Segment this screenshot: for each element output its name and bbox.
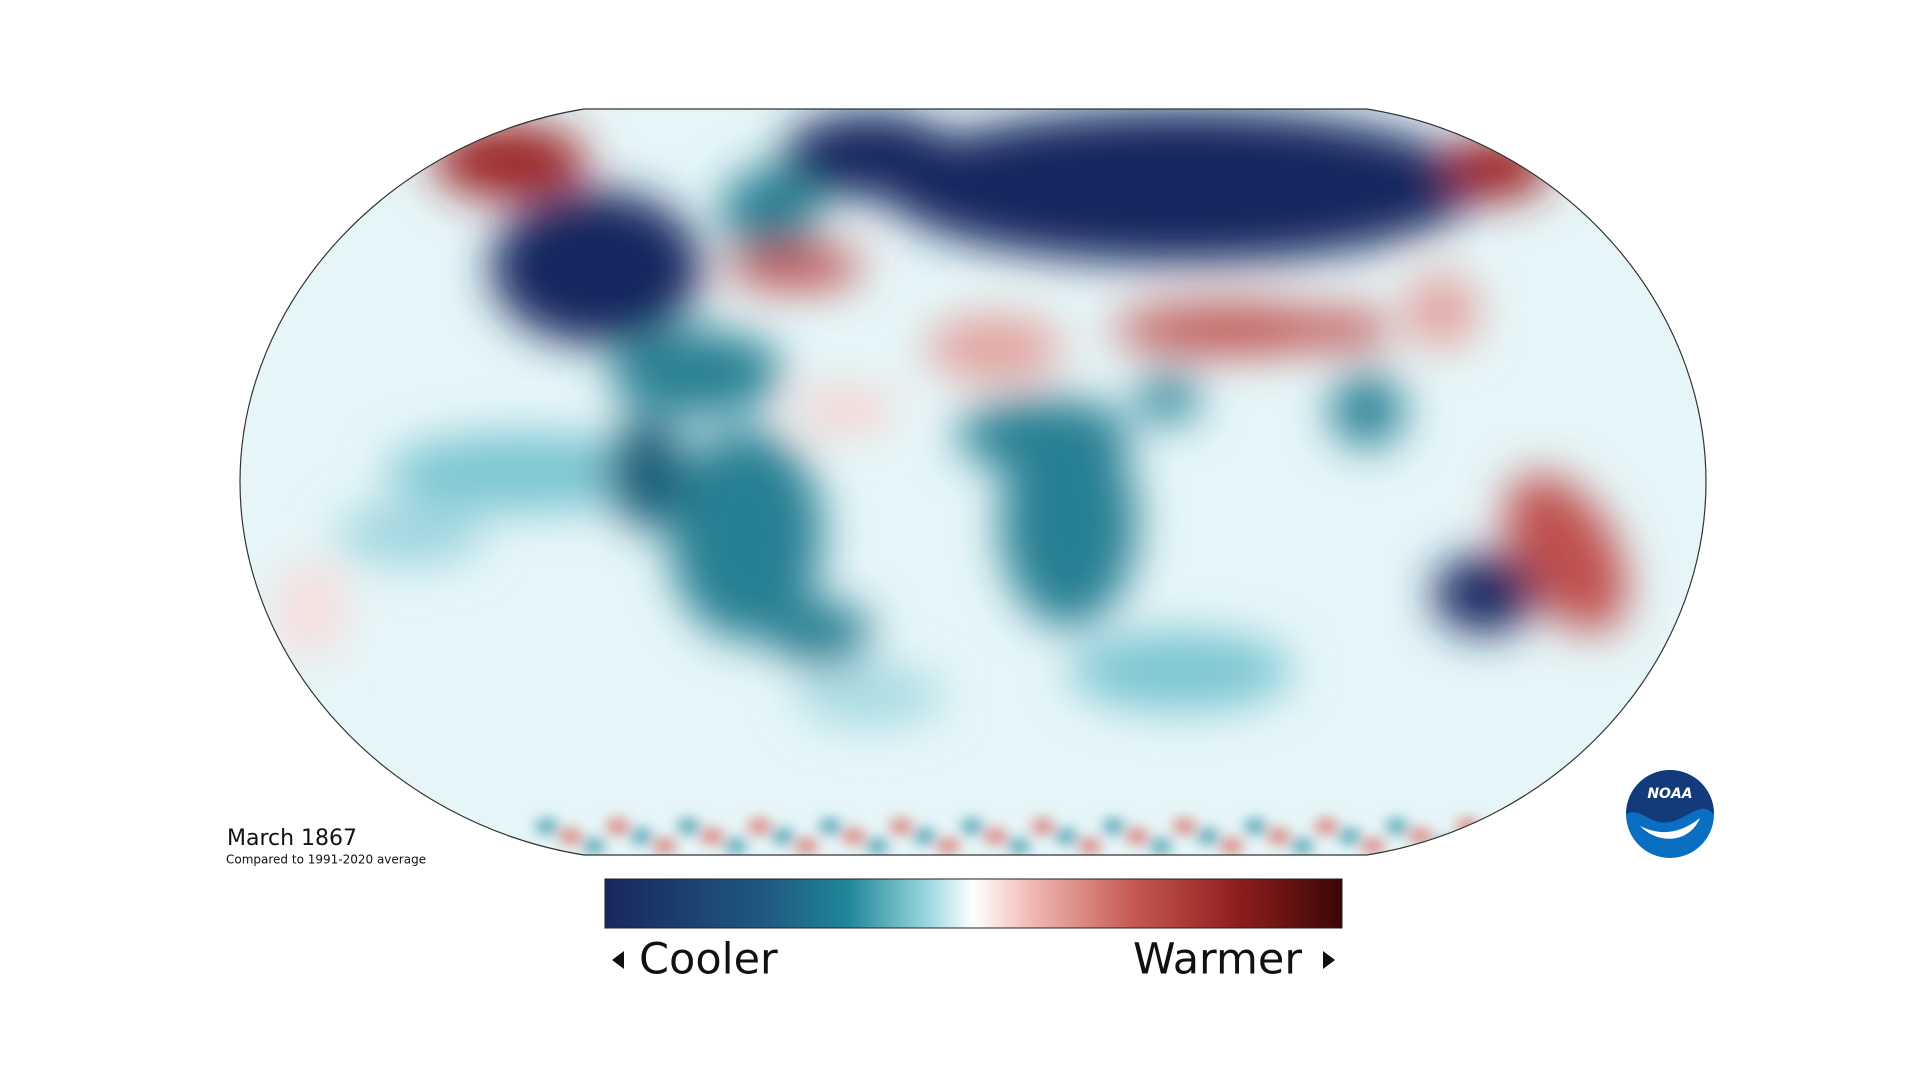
logo: NOAA (1626, 770, 1714, 858)
anomaly-region (608, 329, 783, 417)
anomaly-region (1385, 818, 1408, 834)
anomaly-region (606, 416, 686, 529)
anomaly-region (882, 109, 1479, 264)
anomaly-region (1149, 838, 1172, 854)
anomaly-region (385, 432, 659, 512)
anomaly-region (559, 828, 582, 844)
anomaly-region (1007, 838, 1031, 854)
anomaly-region (795, 838, 818, 854)
anomaly-region (1031, 818, 1054, 834)
anomaly-region (956, 397, 1131, 473)
anomaly-region (1329, 372, 1405, 448)
anomaly-region (818, 818, 842, 834)
anomaly-map (240, 109, 1706, 855)
anomaly-region (432, 124, 587, 199)
anomaly-region (1404, 273, 1479, 348)
anomaly-region (490, 190, 703, 345)
anomaly-region (273, 559, 348, 659)
antarctic-field (535, 818, 1479, 854)
anomaly-region (1445, 135, 1550, 201)
anomaly-region (771, 828, 795, 844)
anomaly-region (630, 828, 653, 844)
anomaly-region (720, 167, 821, 255)
anomaly-region (1078, 838, 1102, 854)
legend-low-label: Cooler (639, 935, 778, 985)
anomaly-region (1432, 838, 1456, 854)
anomaly-region (1196, 828, 1220, 844)
map-border (239, 108, 1707, 856)
anomaly-region (668, 428, 823, 640)
anomaly-region (1409, 828, 1432, 844)
logo-text: NOAA (1647, 786, 1692, 802)
anomaly-region (1102, 818, 1125, 834)
anomaly-region (1068, 631, 1293, 711)
anomaly-region (842, 828, 865, 844)
anomaly-field (273, 109, 1628, 727)
anomaly-region (700, 828, 724, 844)
anomaly-region (937, 838, 960, 854)
anomaly-region (335, 503, 485, 566)
anomaly-region (535, 818, 558, 834)
anomaly-region (724, 838, 747, 854)
anomaly-region (1432, 554, 1538, 634)
anomaly-region (913, 828, 936, 844)
anomaly-region (582, 838, 606, 854)
anomaly-region (889, 818, 913, 834)
anomaly-region (1243, 818, 1267, 834)
anomaly-region (1314, 818, 1338, 834)
anomaly-region (960, 818, 983, 834)
anomaly-region (1055, 828, 1078, 844)
anomaly-region (768, 601, 873, 667)
anomaly-region (653, 838, 677, 854)
anomaly-region (1456, 818, 1479, 834)
anomaly-region (984, 828, 1007, 844)
anomaly-region (1292, 310, 1392, 348)
anomaly-region (726, 244, 864, 290)
anomaly-region (1267, 828, 1290, 844)
anomaly-region (1220, 838, 1243, 854)
logo-top (1626, 770, 1714, 823)
anomaly-region (925, 315, 1063, 381)
anomaly-region (1125, 828, 1149, 844)
anomaly-region (748, 818, 771, 834)
anomaly-region (1173, 818, 1196, 834)
legend-high-label: Warmer (1133, 935, 1302, 985)
arrow-left (612, 951, 624, 969)
anomaly-region (677, 818, 700, 834)
anomaly-region (606, 818, 629, 834)
anomaly-region (1338, 828, 1361, 844)
anomaly-region (1112, 304, 1349, 355)
anomaly-region (1137, 372, 1200, 423)
map-subtitle: Compared to 1991-2020 average (226, 853, 426, 867)
logo-bird (1640, 818, 1700, 839)
anomaly-region (795, 664, 945, 727)
anomaly-region (1291, 838, 1314, 854)
arrow-right (1323, 951, 1335, 969)
anomaly-region (866, 838, 889, 854)
anomaly-region (795, 385, 895, 435)
map-title: March 1867 (227, 826, 357, 851)
color-scale (604, 878, 1343, 929)
anomaly-region (1362, 838, 1385, 854)
